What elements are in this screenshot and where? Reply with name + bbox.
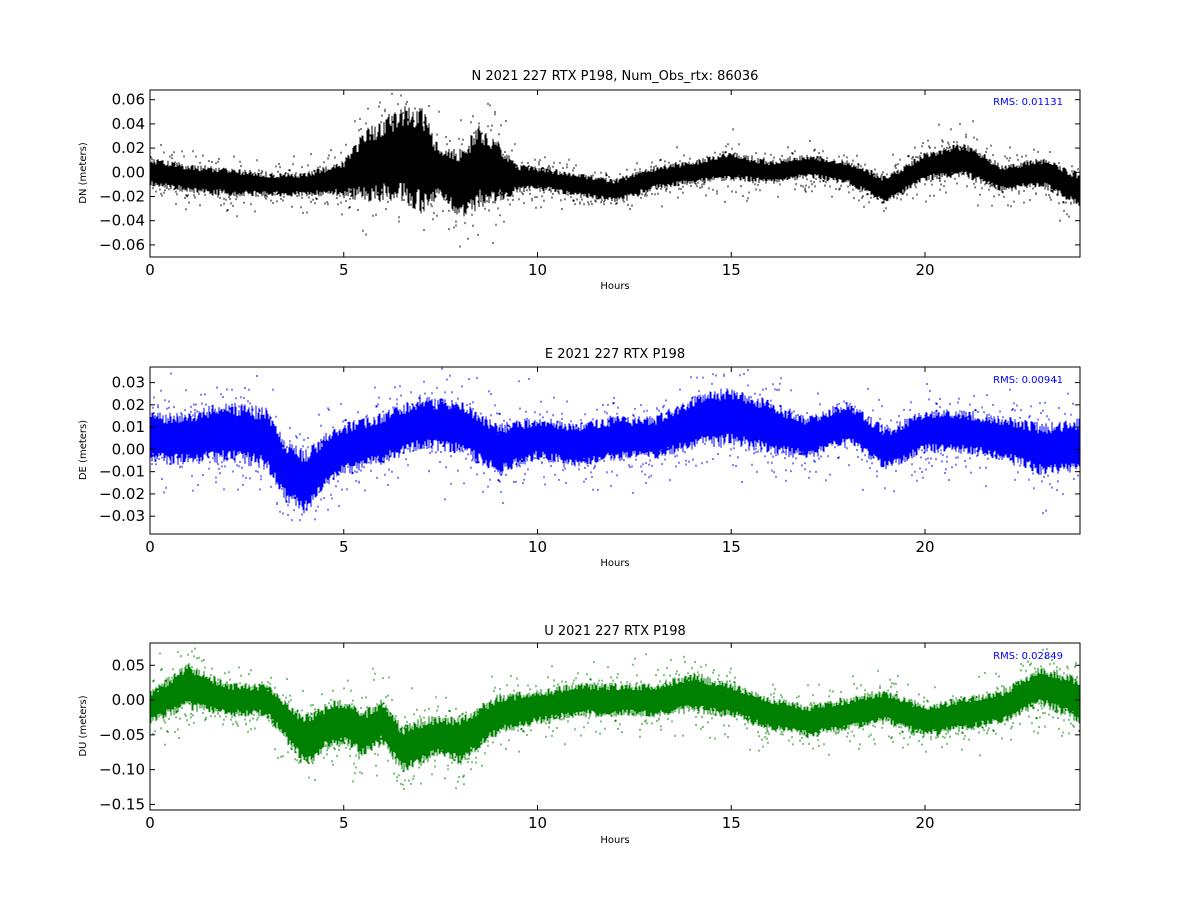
y-tick-label: 0.02 (112, 139, 145, 157)
x-tick-label: 0 (145, 261, 155, 279)
y-tick-label: −0.04 (99, 212, 145, 230)
x-tick-label: 0 (145, 538, 155, 556)
y-tick-label: −0.05 (99, 726, 145, 744)
y-tick-label: −0.03 (99, 507, 145, 525)
x-tick-label: 10 (528, 538, 547, 556)
panel-du: U 2021 227 RTX P198 Hours DU (meters) 0 5… (78, 624, 1081, 846)
x-tick-label: 15 (722, 261, 741, 279)
panel-dn: N 2021 227 RTX P198, Num_Obs_rtx: 86036 … (78, 69, 1081, 292)
panel-de-title: E 2021 227 RTX P198 (545, 347, 685, 362)
x-tick-label: 20 (915, 814, 934, 832)
x-tick-label: 10 (528, 814, 547, 832)
panel-de-series-0 (150, 367, 1080, 522)
y-tick-label: −0.15 (99, 795, 145, 813)
panel-du-title: U 2021 227 RTX P198 (544, 624, 686, 639)
y-tick-label: 0.00 (112, 440, 145, 458)
x-tick-label: 5 (339, 814, 349, 832)
panel-du-rms: RMS: 0.02849 (993, 651, 1063, 662)
panel-du-frame (149, 642, 1081, 811)
y-tick-label: −0.02 (99, 485, 145, 503)
x-tick-label: 15 (722, 814, 741, 832)
y-tick-label: −0.02 (99, 187, 145, 205)
y-tick-label: −0.01 (99, 463, 145, 481)
panel-dn-frame (149, 89, 1081, 258)
panel-du-xlabel: Hours (600, 835, 629, 846)
panel-de-ylabel: DE (meters) (78, 420, 89, 480)
panel-dn-title: N 2021 227 RTX P198, Num_Obs_rtx: 86036 (472, 69, 759, 84)
panel-dn-series-0 (150, 92, 1080, 248)
y-tick-label: 0.04 (112, 115, 145, 133)
scatter-points (150, 92, 1080, 248)
panel-de-rms: RMS: 0.00941 (993, 375, 1063, 386)
scatter-points (150, 367, 1080, 522)
x-tick-label: 20 (915, 538, 934, 556)
y-tick-label: 0.01 (112, 418, 145, 436)
x-tick-label: 20 (915, 261, 934, 279)
x-tick-label: 15 (722, 538, 741, 556)
y-tick-label: 0.06 (112, 91, 145, 109)
x-tick-label: 5 (339, 261, 349, 279)
panel-du-series-0 (150, 647, 1080, 790)
y-tick-label: 0.00 (112, 691, 145, 709)
scatter-points (150, 647, 1080, 790)
panel-dn-ylabel: DN (meters) (78, 142, 89, 204)
y-tick-label: 0.00 (112, 163, 145, 181)
y-tick-label: −0.06 (99, 236, 145, 254)
x-tick-label: 0 (145, 814, 155, 832)
x-tick-label: 5 (339, 538, 349, 556)
panel-de-frame (149, 366, 1081, 535)
y-tick-label: −0.10 (99, 761, 145, 779)
panel-du-ylabel: DU (meters) (78, 695, 89, 756)
panel-dn-xlabel: Hours (600, 281, 629, 292)
y-tick-label: 0.03 (112, 374, 145, 392)
panel-de: E 2021 227 RTX P198 Hours DE (meters) 0 5… (78, 347, 1081, 569)
panel-de-xlabel: Hours (600, 558, 629, 569)
y-tick-label: 0.05 (112, 656, 145, 674)
panel-dn-rms: RMS: 0.01131 (993, 97, 1063, 108)
x-tick-label: 10 (528, 261, 547, 279)
y-tick-label: 0.02 (112, 396, 145, 414)
